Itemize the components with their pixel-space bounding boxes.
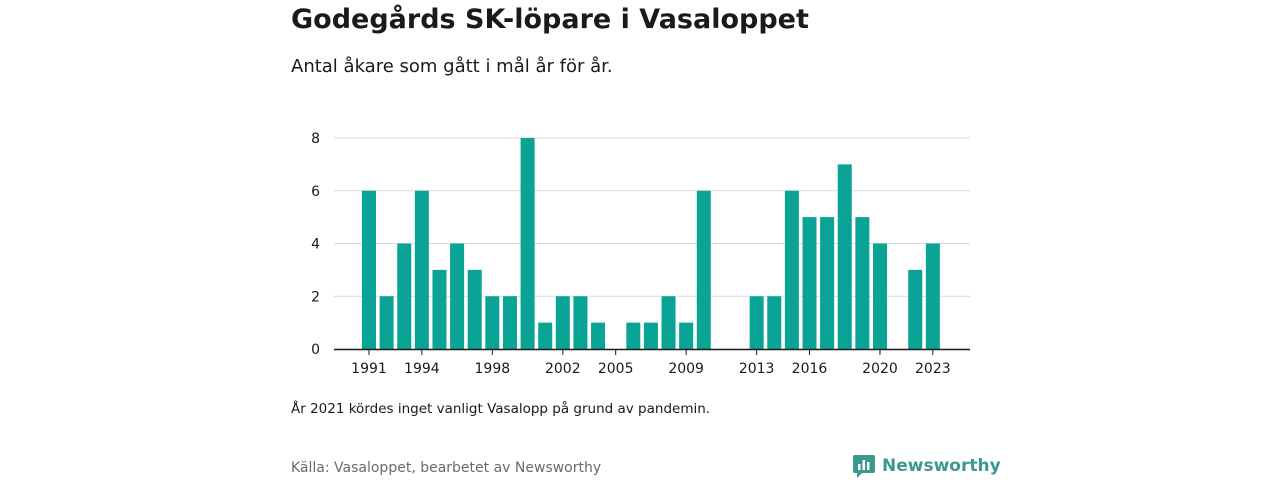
bar-1994 [414, 190, 429, 349]
bar-2002 [555, 296, 570, 349]
bar-2007 [643, 322, 658, 349]
bar-2009 [679, 322, 694, 349]
bar-2020 [872, 243, 887, 349]
bar-2006 [626, 322, 641, 349]
bar-2004 [591, 322, 606, 349]
y-tick-label: 6 [311, 184, 320, 200]
bar-2000 [520, 138, 535, 349]
bar-1995 [432, 269, 447, 349]
y-tick-label: 2 [311, 289, 320, 305]
bar-2001 [538, 322, 553, 349]
bar-1997 [467, 269, 482, 349]
x-tick-label: 2009 [668, 361, 704, 377]
bar-1998 [485, 296, 500, 349]
x-tick-label: 2002 [545, 361, 581, 377]
bar-2003 [573, 296, 588, 349]
bar-1993 [397, 243, 412, 349]
bar-1999 [502, 296, 517, 349]
x-tick-label: 2005 [598, 361, 634, 377]
bar-chart: 0 2 4 6 8 1991 1994 1998 2002 2005 2009 2013 2016 202… [311, 131, 970, 377]
bar-2022 [908, 269, 923, 349]
bar-2013 [749, 296, 764, 349]
y-tick-label: 8 [311, 131, 320, 147]
source-credit: Källa: Vasaloppet, bearbetet av Newswort… [291, 460, 602, 476]
chart-title: Godegårds SK-löpare i Vasaloppet [291, 4, 809, 35]
bar-1991 [362, 190, 376, 349]
bar-1992 [379, 296, 394, 349]
bar-1996 [450, 243, 465, 349]
bar-2019 [855, 217, 870, 349]
bar-2008 [661, 296, 676, 349]
x-tick-label: 2023 [915, 361, 951, 377]
brand-name: Newsworthy [882, 456, 1001, 476]
brand: Newsworthy [852, 452, 1001, 480]
x-tick-label: 1991 [351, 361, 387, 377]
bar-2015 [784, 190, 799, 349]
x-tick-label: 2013 [739, 361, 775, 377]
y-tick-label: 4 [311, 237, 320, 253]
bar-2018 [837, 164, 852, 349]
x-tick-label: 1998 [475, 361, 511, 377]
bar-2014 [767, 296, 782, 349]
x-tick-label: 2016 [792, 361, 828, 377]
x-tick-label: 2020 [862, 361, 898, 377]
bar-2016 [802, 217, 817, 349]
newsworthy-logo-icon [853, 455, 875, 478]
y-tick-label: 0 [311, 342, 320, 358]
bar-2017 [820, 217, 835, 349]
chart-subtitle: Antal åkare som gått i mål år för år. [291, 56, 613, 77]
bar-2023 [925, 243, 940, 349]
bar-2010 [696, 190, 711, 349]
chart-note: År 2021 kördes inget vanligt Vasalopp på… [291, 401, 711, 417]
x-tick-label: 1994 [404, 361, 440, 377]
